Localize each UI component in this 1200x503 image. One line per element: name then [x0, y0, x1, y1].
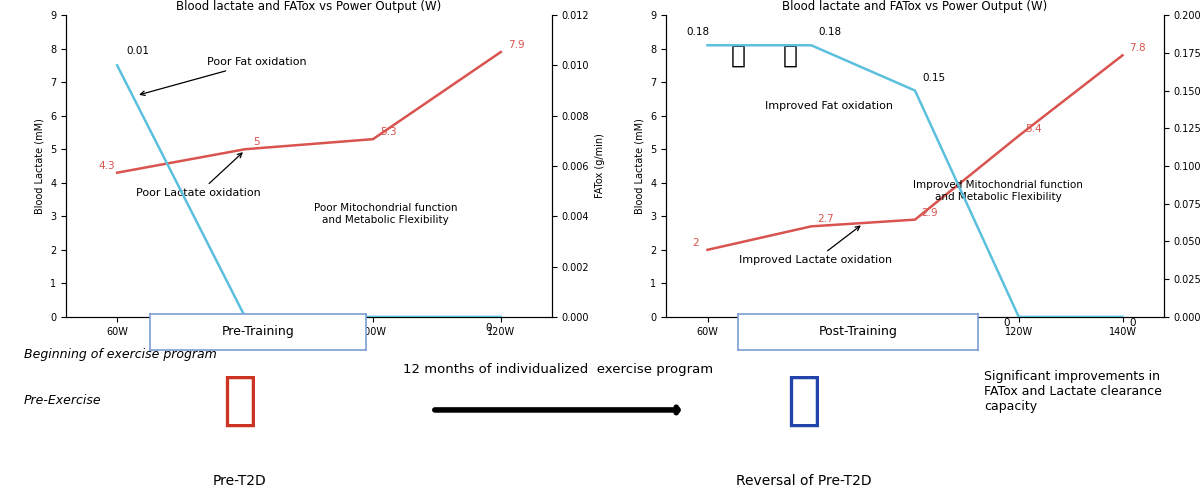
Text: 2.7: 2.7 — [817, 214, 834, 224]
Text: 🚴: 🚴 — [222, 372, 258, 429]
Text: Poor Lactate oxidation: Poor Lactate oxidation — [137, 153, 262, 198]
Text: 0.15: 0.15 — [923, 73, 946, 83]
Y-axis label: Blood Lactate (mM): Blood Lactate (mM) — [35, 118, 44, 214]
Text: 🚴: 🚴 — [786, 372, 822, 429]
Y-axis label: FATox (g/min): FATox (g/min) — [595, 134, 605, 198]
Text: 5.3: 5.3 — [380, 127, 397, 137]
Title: Blood lactate and FATox vs Power Output (W): Blood lactate and FATox vs Power Output … — [176, 0, 442, 13]
Text: 0: 0 — [1003, 318, 1009, 328]
Text: Poor Mitochondrial function
and Metabolic Flexibility: Poor Mitochondrial function and Metaboli… — [314, 203, 457, 225]
FancyArrowPatch shape — [434, 407, 678, 413]
Text: Pre-T2D: Pre-T2D — [214, 474, 266, 488]
Text: Reversal of Pre-T2D: Reversal of Pre-T2D — [736, 474, 872, 488]
Text: 🔥: 🔥 — [731, 43, 746, 67]
Text: Beginning of exercise program: Beginning of exercise program — [24, 348, 217, 361]
Y-axis label: Blood Lactate (mM): Blood Lactate (mM) — [635, 118, 644, 214]
Text: 2: 2 — [692, 238, 698, 248]
Text: Poor Fat oxidation: Poor Fat oxidation — [140, 57, 306, 96]
Text: Improved Mitochondrial function
and Metabolic Flexibility: Improved Mitochondrial function and Meta… — [913, 180, 1082, 202]
Text: 2.9: 2.9 — [922, 208, 938, 218]
Text: 0.18: 0.18 — [686, 27, 710, 37]
Text: 5: 5 — [253, 137, 259, 147]
Text: Improved Fat oxidation: Improved Fat oxidation — [764, 101, 893, 111]
Text: 0.18: 0.18 — [818, 27, 841, 37]
Text: Post-Training: Post-Training — [818, 325, 898, 339]
Text: 7.9: 7.9 — [509, 40, 526, 50]
Text: 0: 0 — [486, 323, 492, 332]
Text: Pre-Training: Pre-Training — [222, 325, 294, 339]
Text: Improved Lactate oxidation: Improved Lactate oxidation — [739, 226, 892, 265]
Text: 0: 0 — [1129, 318, 1136, 328]
Text: 5.4: 5.4 — [1025, 124, 1042, 134]
Text: 0: 0 — [358, 323, 364, 332]
Text: 0.01: 0.01 — [126, 46, 149, 56]
Text: 7.8: 7.8 — [1129, 43, 1145, 53]
Text: 🟡: 🟡 — [784, 43, 798, 67]
Text: Pre-Exercise: Pre-Exercise — [24, 394, 102, 407]
Text: 4.3: 4.3 — [98, 160, 114, 171]
Text: Significant improvements in
FATox and Lactate clearance
capacity: Significant improvements in FATox and La… — [984, 370, 1162, 413]
Title: Blood lactate and FATox vs Power Output (W): Blood lactate and FATox vs Power Output … — [782, 0, 1048, 13]
Text: 0: 0 — [229, 323, 236, 332]
Text: 12 months of individualized  exercise program: 12 months of individualized exercise pro… — [403, 363, 713, 376]
